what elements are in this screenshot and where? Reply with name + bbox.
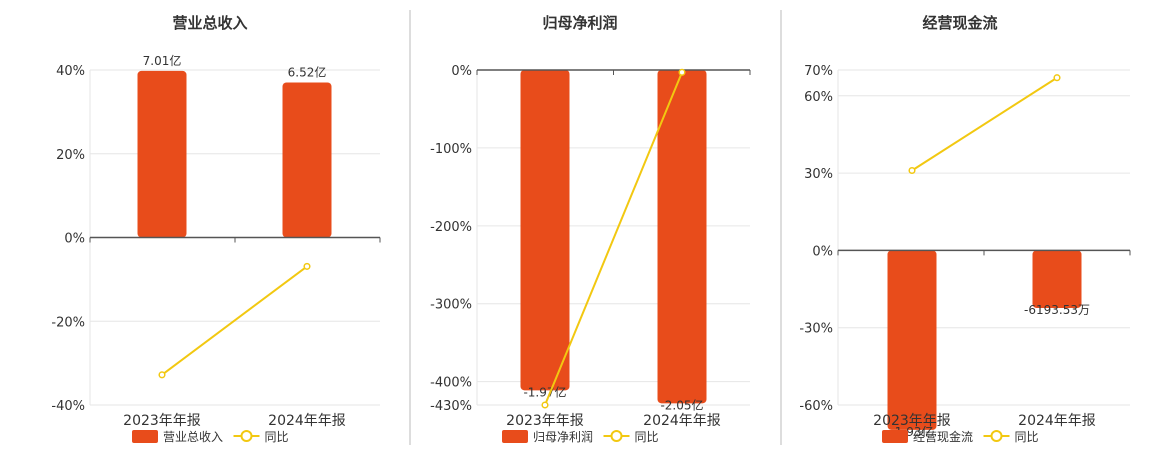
yoy-point [303, 262, 311, 270]
y-tick-label: -60% [799, 399, 833, 414]
legend-line-label: 同比 [635, 430, 659, 444]
legend-bar-swatch [132, 430, 158, 443]
chart-panel-1: 营业总收入 40% 20% 0% -20% -40% 7.01亿 6.52亿 2023年年报 20… [51, 14, 381, 444]
legend-line-label: 同比 [1015, 430, 1039, 444]
legend-bar-label: 经营现金流 [913, 429, 973, 444]
y-tick-label: -20% [51, 315, 85, 330]
bar [137, 70, 187, 238]
chart-title: 经营现金流 [922, 14, 997, 32]
y-tick-label: 0% [64, 232, 85, 247]
y-tick-label: -400% [430, 376, 472, 391]
legend-bar-swatch [882, 430, 908, 443]
y-tick-label: 70% [804, 64, 833, 79]
legend-bar-swatch [502, 430, 528, 443]
bar [887, 250, 937, 430]
yoy-point [158, 371, 166, 379]
legend-line-label: 同比 [265, 430, 289, 444]
y-tick-label: -100% [430, 142, 472, 157]
chart-title: 归母净利润 [542, 14, 617, 32]
y-tick-label: 0% [812, 244, 833, 259]
y-tick-label: -40% [51, 399, 85, 414]
chart-panel-2: 归母净利润 0% -100% -200% -300% -400% -430% -1.97亿 -2… [430, 14, 751, 444]
yoy-point [908, 166, 916, 175]
y-tick-label: -30% [799, 322, 833, 337]
bar-value-label: 7.01亿 [143, 53, 182, 68]
bar-value-label: 6.52亿 [288, 64, 327, 79]
y-tick-label: 60% [804, 90, 833, 105]
bar-value-label: -2.05亿 [660, 397, 703, 412]
bar [520, 70, 570, 391]
yoy-point [1053, 74, 1061, 82]
x-category-label: 2023年年报 [123, 413, 201, 429]
y-tick-label: 20% [56, 148, 85, 163]
y-tick-label: -430% [430, 399, 472, 414]
bar [1032, 250, 1082, 308]
x-category-label: 2024年年报 [643, 413, 721, 429]
legend-line-marker [610, 430, 623, 442]
y-tick-label: -300% [430, 298, 472, 313]
legend-line-marker [990, 430, 1003, 442]
x-category-label: 2024年年报 [1018, 413, 1096, 429]
bar [282, 82, 332, 238]
yoy-line [161, 265, 308, 376]
legend-bar-label: 归母净利润 [533, 430, 593, 444]
bar [657, 70, 707, 404]
yoy-point [678, 68, 686, 76]
legend-line-marker [240, 430, 253, 442]
y-tick-label: 40% [56, 64, 85, 79]
legend-bar-label: 营业总收入 [163, 430, 223, 444]
x-category-label: 2024年年报 [268, 413, 346, 429]
y-tick-label: 0% [451, 64, 472, 79]
chart-panel-3: 经营现金流70%60%30%0%-30%-60%-1.93亿-6193.53万2… [799, 14, 1131, 444]
y-tick-label: 30% [804, 167, 833, 182]
yoy-point [541, 401, 549, 409]
yoy-line [544, 71, 683, 406]
chart-title: 营业总收入 [172, 14, 247, 32]
x-category-label: 2023年年报 [506, 413, 584, 429]
x-category-label: 2023年年报 [873, 413, 951, 429]
bar-value-label: -6193.53万 [1024, 303, 1090, 317]
bar-value-label: -1.97亿 [523, 384, 566, 399]
yoy-line [911, 76, 1058, 172]
y-tick-label: -200% [430, 220, 472, 235]
